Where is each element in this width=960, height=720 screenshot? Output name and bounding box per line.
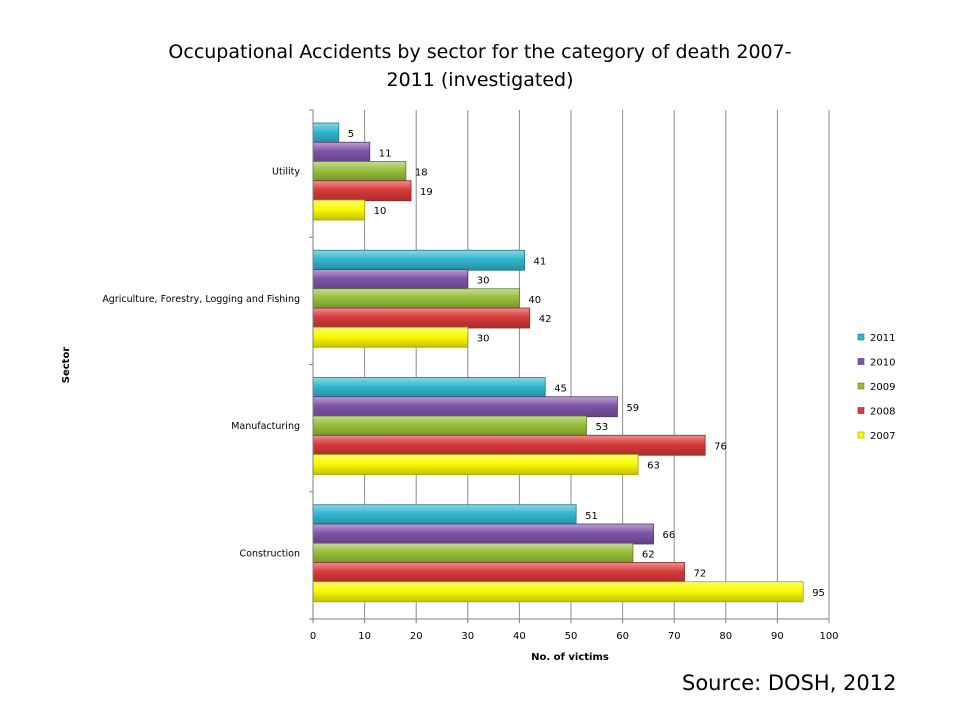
data-label: 53 xyxy=(595,422,608,433)
data-label: 63 xyxy=(647,461,660,472)
category-label: Utility xyxy=(272,167,300,178)
data-label: 76 xyxy=(714,441,727,452)
bar-2009 xyxy=(312,542,634,564)
bar-2008 xyxy=(312,307,531,329)
bar-2008 xyxy=(312,434,706,456)
legend-swatch-2010 xyxy=(857,358,865,365)
bar-2009 xyxy=(312,161,407,182)
category-labels: Utility Agriculture, Forestry, Logging an… xyxy=(102,167,300,560)
data-label: 45 xyxy=(554,384,567,395)
x-tick-label: 30 xyxy=(461,631,474,642)
data-label: 40 xyxy=(528,295,541,306)
legend-label: 2007 xyxy=(870,431,895,442)
chart-title-line-2: 2011 (investigated) xyxy=(386,69,574,91)
legend-label: 2009 xyxy=(870,382,895,393)
chart-title-line-1: Occupational Accidents by sector for the… xyxy=(168,41,792,63)
bar-2007 xyxy=(312,199,365,221)
legend-label: 2011 xyxy=(870,333,895,344)
bars xyxy=(312,122,804,603)
data-label: 10 xyxy=(374,206,387,217)
category-label: Agriculture, Forestry, Logging and Fishi… xyxy=(102,294,300,305)
bar-2010 xyxy=(312,396,618,418)
source-note: Source: DOSH, 2012 xyxy=(682,671,897,695)
data-label: 66 xyxy=(663,530,676,541)
bar-2007 xyxy=(312,326,469,348)
bar-2007 xyxy=(312,581,804,603)
x-axis-title: No. of victims xyxy=(531,652,609,663)
bar-2008 xyxy=(312,180,412,202)
data-label: 18 xyxy=(415,168,428,179)
x-tick-label: 100 xyxy=(819,631,838,642)
category-label: Manufacturing xyxy=(231,421,300,432)
data-labels: 5 11 18 19 10 41 30 40 42 30 45 59 53 76 63 51 66 62 72 95 xyxy=(348,129,825,599)
data-label: 72 xyxy=(694,569,707,580)
data-label: 30 xyxy=(477,333,490,344)
bar-2010 xyxy=(312,269,469,290)
x-tick-label: 50 xyxy=(565,631,578,642)
legend-swatch-2009 xyxy=(857,382,865,390)
legend-swatch-2007 xyxy=(857,431,865,439)
bar-2010 xyxy=(312,141,371,163)
bar-2007 xyxy=(312,454,639,475)
category-label: Construction xyxy=(240,548,301,559)
chart-title: Occupational Accidents by sector for the… xyxy=(100,38,860,94)
bar-2009 xyxy=(312,288,520,310)
bar-2010 xyxy=(312,523,654,545)
data-label: 41 xyxy=(534,256,547,267)
x-tick-label: 10 xyxy=(358,631,371,642)
bar-2011 xyxy=(312,377,546,398)
data-label: 11 xyxy=(379,148,392,159)
data-label: 5 xyxy=(348,129,354,140)
data-label: 19 xyxy=(420,187,433,198)
x-axis-ticks: 0 10 20 30 40 50 60 70 80 90 100 xyxy=(310,619,839,642)
bar-2009 xyxy=(312,415,587,437)
legend: 2011 2010 2009 2008 2007 xyxy=(857,333,895,442)
data-label: 42 xyxy=(539,314,552,325)
legend-swatch-2011 xyxy=(857,333,865,341)
x-tick-label: 40 xyxy=(513,631,526,642)
x-tick-label: 0 xyxy=(310,631,316,642)
x-tick-label: 70 xyxy=(668,631,681,642)
bar-2011 xyxy=(312,122,340,144)
data-label: 95 xyxy=(812,588,825,599)
legend-label: 2010 xyxy=(870,358,895,369)
data-label: 51 xyxy=(585,511,598,522)
x-tick-label: 90 xyxy=(771,631,784,642)
data-label: 59 xyxy=(626,403,639,414)
bar-2008 xyxy=(312,562,685,583)
data-label: 30 xyxy=(477,276,490,287)
x-tick-label: 80 xyxy=(719,631,732,642)
y-axis-title: Sector xyxy=(61,347,72,384)
x-tick-label: 60 xyxy=(616,631,629,642)
data-label: 62 xyxy=(642,549,655,560)
bar-2011 xyxy=(312,504,577,526)
legend-label: 2008 xyxy=(870,407,895,418)
bar-2011 xyxy=(312,249,525,271)
x-tick-label: 20 xyxy=(410,631,423,642)
legend-swatch-2008 xyxy=(857,407,865,414)
